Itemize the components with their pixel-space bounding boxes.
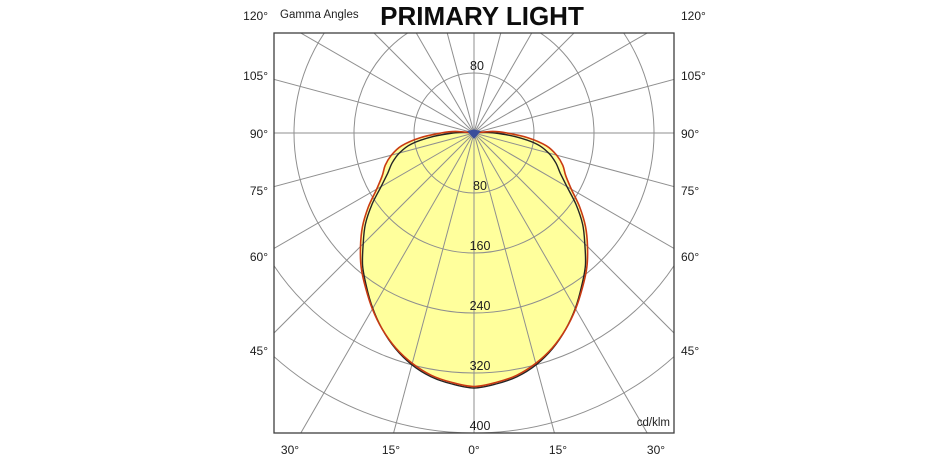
bottom-angle-label-4: 30° — [647, 443, 665, 457]
plot-frame — [273, 32, 675, 434]
gamma-angles-axis-label: Gamma Angles — [280, 9, 359, 21]
grid-ray-165 — [473, 33, 502, 134]
grid-ray-240 — [299, 33, 475, 134]
gamma-label-right-105: 105° — [681, 69, 706, 83]
grid-ray-300 — [274, 132, 475, 250]
bottom-angle-label-0: 30° — [281, 443, 299, 457]
grid-ray-150 — [473, 33, 533, 134]
grid-ray-255 — [274, 78, 475, 134]
grid-ray-195 — [446, 33, 475, 134]
ring-tick-label-160: 160 — [470, 239, 491, 253]
bottom-angle-label-2: 0° — [468, 443, 480, 457]
grid-ray-135 — [473, 33, 575, 134]
ring-tick-label-80: 80 — [473, 179, 487, 193]
ring-tick-label-320: 320 — [470, 359, 491, 373]
bottom-angle-label-3: 15° — [549, 443, 567, 457]
ring-tick-label-240: 240 — [470, 299, 491, 313]
bottom-angle-label-1: 15° — [382, 443, 400, 457]
beam-curves — [359, 130, 589, 389]
grid-ray-330 — [300, 132, 475, 433]
gamma-label-left-90: 90° — [250, 127, 268, 141]
primary-beam-outline-red — [359, 130, 589, 388]
grid-ray-45 — [473, 132, 674, 334]
grid-ray-75 — [473, 132, 674, 188]
chart-title: PRIMARY LIGHT — [380, 1, 584, 31]
gamma-label-right-90: 90° — [681, 127, 699, 141]
grid-ray-60 — [473, 132, 674, 250]
grid-ray-210 — [415, 33, 475, 134]
grid-ray-30 — [473, 132, 648, 433]
gamma-label-right-75: 75° — [681, 184, 699, 198]
gamma-label-right-60: 60° — [681, 250, 699, 264]
gamma-label-left-120: 120° — [243, 9, 268, 23]
grid-ray-105 — [473, 78, 674, 134]
grid-ray-345 — [393, 132, 475, 433]
ring-tick-label-400: 400 — [470, 419, 491, 433]
gamma-label-left-60: 60° — [250, 250, 268, 264]
gamma-label-left-105: 105° — [243, 69, 268, 83]
grid-ray-225 — [373, 33, 475, 134]
ring-tick-label-top-80: 80 — [470, 59, 484, 73]
polar-grid — [274, 33, 674, 433]
gamma-label-right-45: 45° — [681, 344, 699, 358]
center-marker — [467, 129, 481, 139]
grid-ray-15 — [473, 132, 555, 433]
grid-ray-120 — [473, 33, 649, 134]
grid-ray-285 — [274, 132, 475, 188]
grid-ray-315 — [274, 132, 475, 334]
unit-label: cd/klm — [636, 417, 670, 429]
gamma-label-right-120: 120° — [681, 9, 706, 23]
secondary-plane-curve-dark — [361, 131, 587, 389]
gamma-label-left-45: 45° — [250, 344, 268, 358]
gamma-label-left-75: 75° — [250, 184, 268, 198]
